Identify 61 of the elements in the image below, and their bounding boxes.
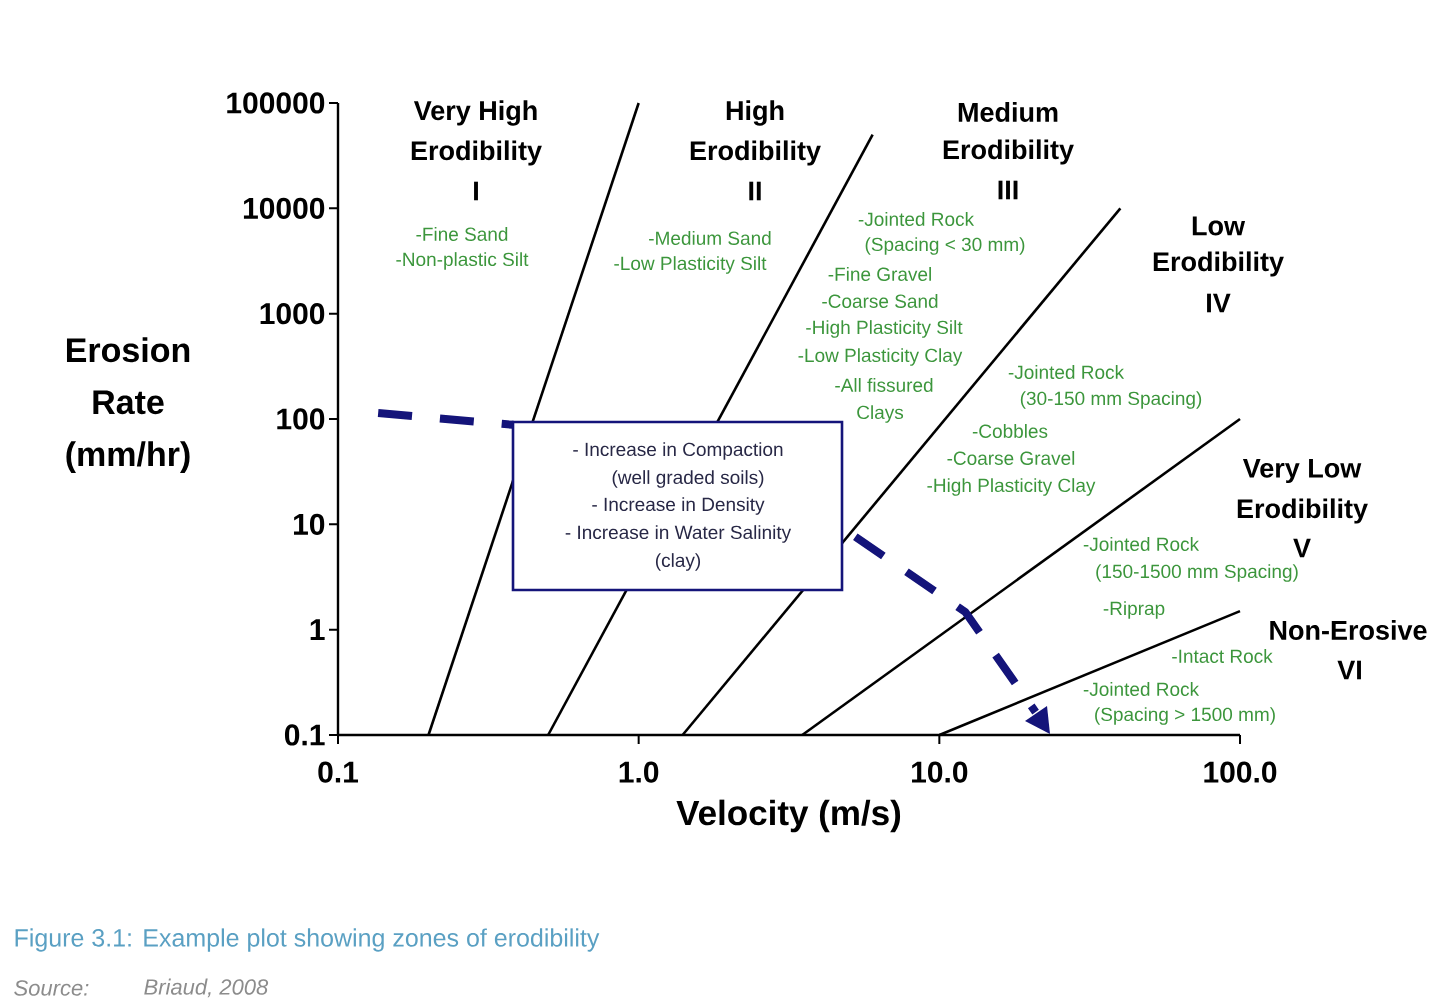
- annotation: Erodibility: [690, 140, 821, 166]
- annotation: High: [726, 100, 784, 126]
- caption: Figure 3.1: Example plot showing zones of erodibility: [15, 928, 600, 952]
- annotation: -Low Plasticity Silt: [614, 256, 767, 274]
- annotation: (well graded soils): [612, 470, 764, 488]
- annotation: I: [474, 181, 478, 201]
- annotation: -Intact Rock: [1172, 649, 1273, 663]
- annotation: III: [998, 180, 1018, 200]
- source-note: Source:: [14, 980, 89, 996]
- annotation: Low: [1192, 216, 1246, 236]
- annotation: -High Plasticity Clay: [927, 478, 1096, 496]
- text: Very Low: [1242, 458, 1362, 484]
- annotation: -Fine Sand: [416, 227, 508, 241]
- annotation: - Increase in Compaction: [573, 442, 783, 460]
- annotation: (150-1500 mm Spacing): [1096, 564, 1298, 582]
- annotation: -Medium Sand: [649, 231, 771, 245]
- annotation: -All fissured: [835, 378, 933, 392]
- annotation: Erodibility: [1237, 498, 1368, 524]
- x-tick-label: 1.0: [619, 761, 659, 783]
- text: Briaud, 2008: [144, 978, 269, 998]
- annotation: Erodibility: [943, 139, 1074, 165]
- annotation: (Spacing < 30 mm): [865, 237, 1025, 255]
- annotation: -Non-plastic Silt: [396, 252, 529, 270]
- annotation: - Increase in Water Salinity: [565, 525, 792, 543]
- annotation: -Jointed Rock: [1083, 537, 1200, 551]
- annotation: - Increase in Density: [592, 497, 765, 515]
- y-tick-label: 0.1: [284, 724, 325, 746]
- annotation: -Jointed Rock: [858, 212, 975, 226]
- y-tick-label: 1: [310, 619, 325, 640]
- annotation: Medium: [958, 102, 1058, 122]
- y-tick-label: 1000: [260, 303, 325, 325]
- annotation: -Coarse Sand: [822, 294, 938, 308]
- text: Non-Erosive: [1270, 620, 1427, 640]
- y-tick-label: 100000: [227, 92, 325, 114]
- annotation: -Low Plasticity Clay: [798, 348, 963, 366]
- annotation: -Jointed Rock: [1008, 365, 1125, 379]
- y-axis-title: Erosion Rate (mm/hr): [66, 337, 190, 473]
- y-tick-label: 10: [293, 513, 325, 535]
- annotation: (Spacing > 1500 mm): [1095, 707, 1275, 725]
- annotation: II: [749, 181, 761, 201]
- annotation: -Coarse Gravel: [947, 451, 1075, 465]
- annotation: -High Plasticity Silt: [806, 320, 963, 338]
- annotation: Erodibility: [411, 140, 542, 166]
- annotation: -Cobbles: [972, 424, 1048, 438]
- annotation: (30-150 mm Spacing): [1020, 391, 1202, 409]
- text: VI: [1337, 660, 1361, 680]
- annotation: Erodibility: [1153, 251, 1284, 277]
- y-tick-label: 100: [277, 408, 325, 430]
- y-tick-label: 10000: [243, 197, 325, 219]
- annotation: (clay): [655, 553, 701, 571]
- annotation: Very High: [413, 100, 537, 126]
- annotation: -Fine Gravel: [828, 267, 931, 281]
- x-tick-label: 100.0: [1204, 761, 1277, 783]
- annotation: -Riprap: [1103, 601, 1165, 619]
- x-axis-title: Velocity (m/s): [676, 799, 901, 833]
- annotation: -Jointed Rock: [1083, 682, 1200, 696]
- annotation: IV: [1207, 293, 1231, 313]
- annotation: Clays: [857, 405, 904, 423]
- x-tick-label: 10.0: [912, 761, 968, 783]
- x-tick-label: 0.1: [318, 761, 359, 783]
- text: V: [1293, 538, 1311, 558]
